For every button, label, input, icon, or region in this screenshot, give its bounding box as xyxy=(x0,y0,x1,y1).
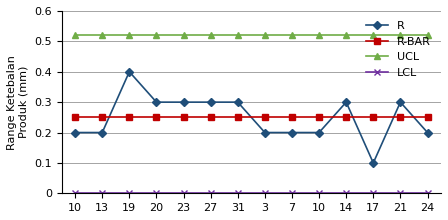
Line: R-BAR: R-BAR xyxy=(72,115,430,120)
R-BAR xyxy=(316,116,322,119)
R-BAR xyxy=(73,116,78,119)
R-BAR xyxy=(208,116,213,119)
LCL xyxy=(99,192,105,195)
UCL xyxy=(425,34,430,37)
R xyxy=(154,101,159,103)
R-BAR xyxy=(425,116,430,119)
R-BAR xyxy=(344,116,349,119)
UCL xyxy=(262,34,267,37)
R xyxy=(370,162,376,164)
UCL xyxy=(154,34,159,37)
R-BAR xyxy=(289,116,295,119)
LCL xyxy=(370,192,376,195)
R xyxy=(289,131,295,134)
R xyxy=(262,131,267,134)
UCL xyxy=(398,34,403,37)
R xyxy=(344,101,349,103)
R-BAR xyxy=(99,116,105,119)
UCL xyxy=(344,34,349,37)
LCL xyxy=(73,192,78,195)
R xyxy=(73,131,78,134)
LCL xyxy=(127,192,132,195)
UCL xyxy=(181,34,186,37)
R-BAR xyxy=(154,116,159,119)
LCL xyxy=(262,192,267,195)
UCL xyxy=(289,34,295,37)
UCL xyxy=(99,34,105,37)
UCL xyxy=(316,34,322,37)
R xyxy=(398,101,403,103)
R xyxy=(425,131,430,134)
Legend: R, R-BAR, UCL, LCL: R, R-BAR, UCL, LCL xyxy=(362,16,435,82)
R xyxy=(127,70,132,73)
Line: LCL: LCL xyxy=(72,190,431,197)
R xyxy=(208,101,213,103)
LCL xyxy=(181,192,186,195)
Line: UCL: UCL xyxy=(72,32,431,39)
R-BAR xyxy=(127,116,132,119)
LCL xyxy=(316,192,322,195)
R-BAR xyxy=(370,116,376,119)
UCL xyxy=(370,34,376,37)
LCL xyxy=(154,192,159,195)
UCL xyxy=(235,34,241,37)
Y-axis label: Range Ketebalan
Produk (mm): Range Ketebalan Produk (mm) xyxy=(7,55,29,150)
LCL xyxy=(289,192,295,195)
UCL xyxy=(73,34,78,37)
R xyxy=(99,131,105,134)
Line: R: R xyxy=(72,69,430,166)
LCL xyxy=(398,192,403,195)
LCL xyxy=(344,192,349,195)
R xyxy=(316,131,322,134)
LCL xyxy=(425,192,430,195)
R-BAR xyxy=(181,116,186,119)
R-BAR xyxy=(262,116,267,119)
UCL xyxy=(127,34,132,37)
UCL xyxy=(208,34,213,37)
R-BAR xyxy=(398,116,403,119)
R xyxy=(181,101,186,103)
R xyxy=(235,101,241,103)
R-BAR xyxy=(235,116,241,119)
LCL xyxy=(208,192,213,195)
LCL xyxy=(235,192,241,195)
